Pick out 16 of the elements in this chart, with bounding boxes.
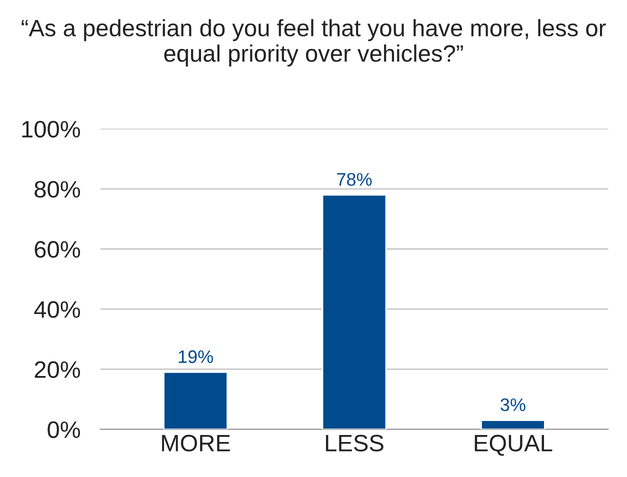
y-tick-label: 80% (34, 180, 80, 198)
bar (163, 372, 228, 430)
y-tick-label: 60% (34, 241, 80, 258)
data-label: 3% (500, 398, 526, 412)
y-tick-label: 20% (34, 361, 80, 378)
data-label: 19% (178, 350, 213, 364)
y-tick-label: 0% (48, 421, 80, 438)
bar (480, 420, 546, 430)
y-tick-label: 100% (22, 120, 80, 138)
chart-title: “As a pedestrian do you feel that you have more, less or equal priority over vehicles?” (22, 19, 606, 67)
bar (322, 194, 387, 430)
x-tick-label: EQUAL (474, 434, 552, 456)
x-tick-label: MORE (162, 434, 230, 452)
y-tick-label: 40% (34, 301, 80, 318)
x-tick-label: LESS (326, 434, 384, 452)
data-label: 78% (337, 172, 372, 186)
